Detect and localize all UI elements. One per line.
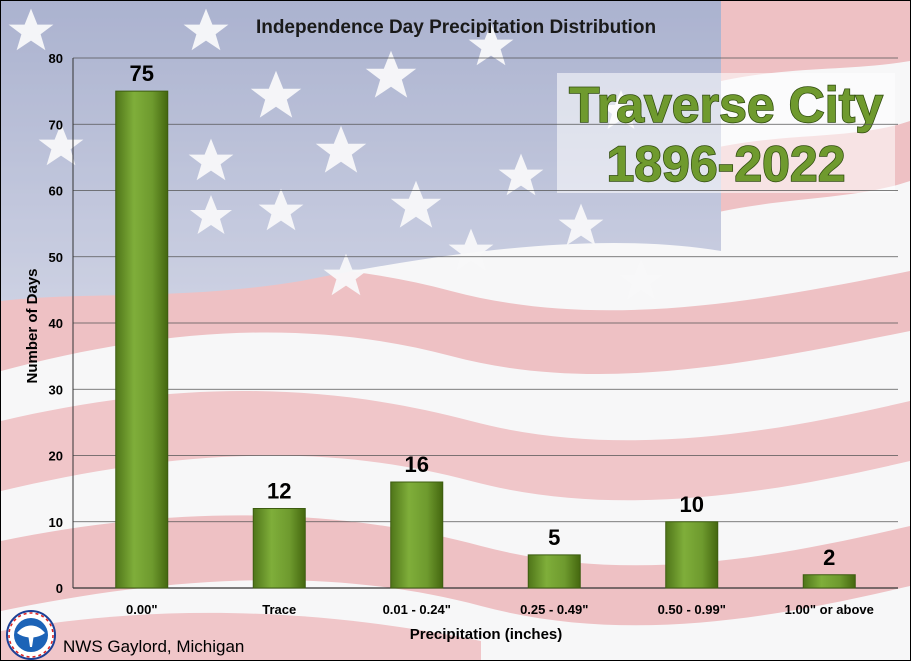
x-tick-label: 1.00" or above: [785, 602, 874, 617]
x-tick-label: Trace: [262, 602, 296, 617]
bar-data-label: 2: [823, 545, 835, 570]
footer-text: NWS Gaylord, Michigan: [63, 637, 244, 656]
x-tick-label: 0.00": [126, 602, 157, 617]
y-axis-label: Number of Days: [24, 268, 41, 383]
callout-period: 1896-2022: [606, 136, 845, 192]
y-tick-label: 50: [49, 250, 63, 265]
y-tick-label: 60: [49, 184, 63, 199]
x-axis-label: Precipitation (inches): [410, 626, 563, 643]
bar: [252, 508, 306, 589]
y-tick-label: 40: [49, 316, 63, 331]
nws-logo-icon: [6, 610, 56, 660]
x-tick-label: 0.01 - 0.24": [383, 602, 451, 617]
x-axis-ticks: 0.00" Trace 0.01 - 0.24" 0.25 - 0.49" 0.50 -…: [126, 602, 874, 617]
bar-data-label: 75: [130, 61, 154, 86]
y-tick-label: 10: [49, 515, 63, 530]
bar: [115, 90, 169, 589]
chart-title: Independence Day Precipitation Distribut…: [256, 17, 656, 38]
bars: 75 12 16 5 10 2: [115, 61, 856, 589]
y-tick-label: 20: [49, 449, 63, 464]
gridlines: [72, 57, 898, 589]
bar: [665, 521, 719, 589]
bar-data-label: 16: [405, 452, 429, 477]
y-tick-label: 80: [49, 51, 63, 66]
bar: [802, 574, 856, 589]
y-axis-ticks: 0 10 20 30 40 50 60 70 80: [49, 51, 63, 596]
y-tick-label: 30: [49, 382, 63, 397]
footer: NWS Gaylord, Michigan: [6, 610, 244, 660]
y-tick-label: 0: [56, 581, 63, 596]
x-tick-label: 0.50 - 0.99": [658, 602, 726, 617]
bar-data-label: 10: [680, 492, 704, 517]
bar: [390, 481, 444, 589]
bar-data-label: 5: [548, 525, 560, 550]
location-callout: Traverse City 1896-2022: [557, 73, 895, 193]
y-tick-label: 70: [49, 117, 63, 132]
x-tick-label: 0.25 - 0.49": [520, 602, 588, 617]
bar: [527, 554, 581, 589]
bar-data-label: 12: [267, 479, 291, 504]
